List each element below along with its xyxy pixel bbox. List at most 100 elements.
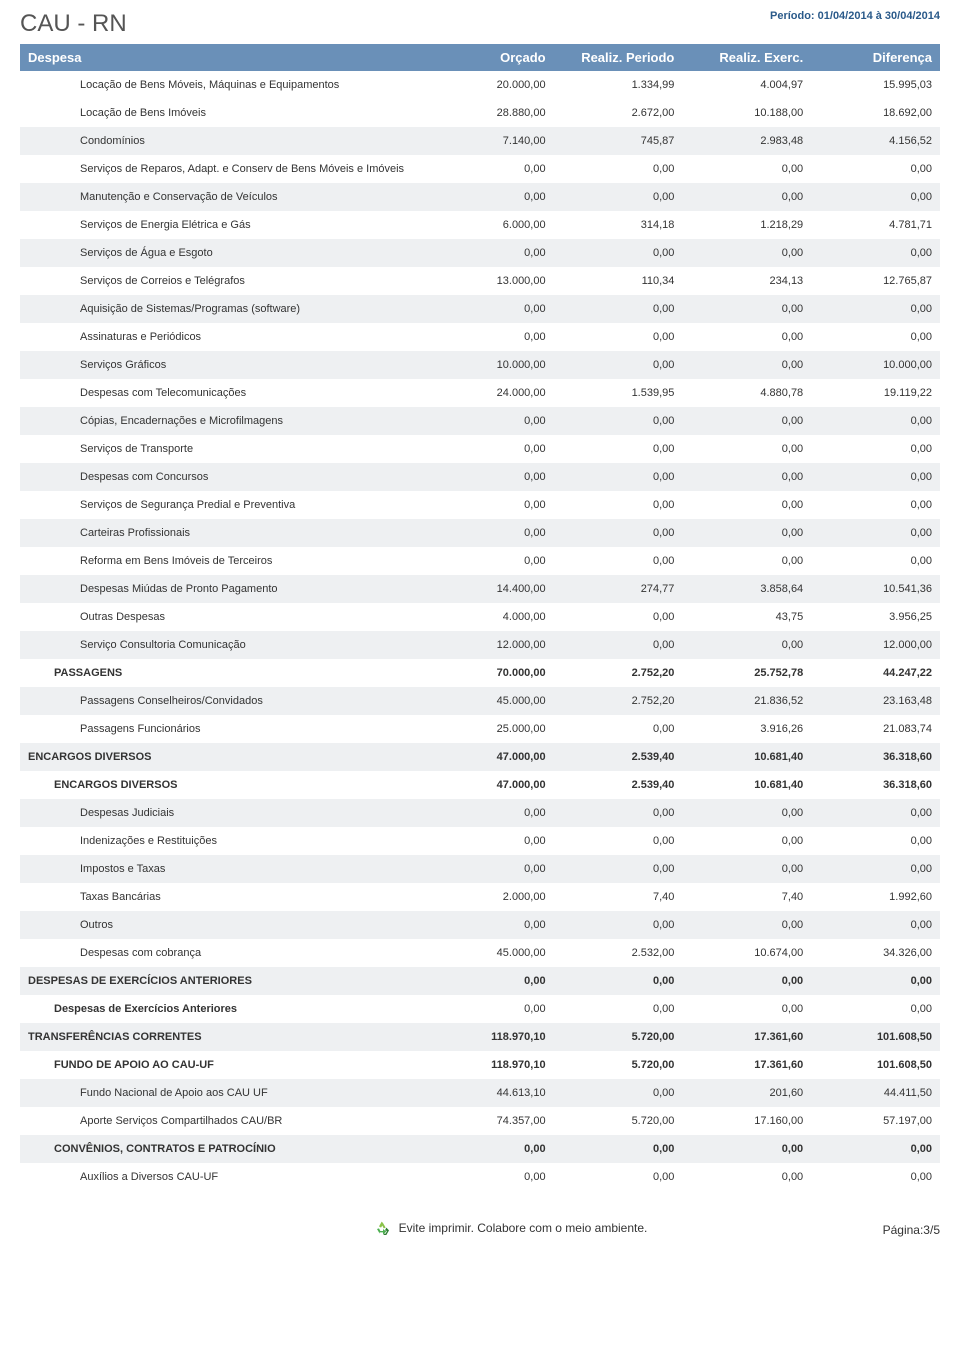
row-label: Serviços de Energia Elétrica e Gás xyxy=(20,211,425,239)
row-label: Passagens Funcionários xyxy=(20,715,425,743)
row-value: 47.000,00 xyxy=(425,743,554,771)
row-value: 5.720,00 xyxy=(554,1051,683,1079)
row-value: 4.004,97 xyxy=(682,71,811,99)
row-label: CONVÊNIOS, CONTRATOS E PATROCÍNIO xyxy=(20,1135,425,1163)
row-value: 0,00 xyxy=(682,995,811,1023)
table-row: Assinaturas e Periódicos0,000,000,000,00 xyxy=(20,323,940,351)
row-value: 234,13 xyxy=(682,267,811,295)
row-label: Locação de Bens Móveis, Máquinas e Equip… xyxy=(20,71,425,99)
row-label: Outros xyxy=(20,911,425,939)
row-label: Serviços de Transporte xyxy=(20,435,425,463)
eco-text: Evite imprimir. Colabore com o meio ambi… xyxy=(399,1221,648,1235)
row-value: 4.880,78 xyxy=(682,379,811,407)
row-label: Despesas com cobrança xyxy=(20,939,425,967)
row-value: 110,34 xyxy=(554,267,683,295)
table-row: Reforma em Bens Imóveis de Terceiros0,00… xyxy=(20,547,940,575)
row-label: Locação de Bens Imóveis xyxy=(20,99,425,127)
row-value: 13.000,00 xyxy=(425,267,554,295)
row-value: 4.000,00 xyxy=(425,603,554,631)
row-value: 12.000,00 xyxy=(425,631,554,659)
row-value: 118.970,10 xyxy=(425,1051,554,1079)
row-value: 0,00 xyxy=(811,995,940,1023)
row-value: 19.119,22 xyxy=(811,379,940,407)
row-value: 1.334,99 xyxy=(554,71,683,99)
row-value: 12.765,87 xyxy=(811,267,940,295)
row-value: 0,00 xyxy=(554,183,683,211)
row-value: 70.000,00 xyxy=(425,659,554,687)
table-row: Outros0,000,000,000,00 xyxy=(20,911,940,939)
row-value: 0,00 xyxy=(811,799,940,827)
row-value: 745,87 xyxy=(554,127,683,155)
row-label: Condomínios xyxy=(20,127,425,155)
row-value: 36.318,60 xyxy=(811,743,940,771)
row-label: TRANSFERÊNCIAS CORRENTES xyxy=(20,1023,425,1051)
row-label: Assinaturas e Periódicos xyxy=(20,323,425,351)
row-value: 44.247,22 xyxy=(811,659,940,687)
row-value: 0,00 xyxy=(425,827,554,855)
table-row: Serviços de Água e Esgoto0,000,000,000,0… xyxy=(20,239,940,267)
table-row: Despesas Judiciais0,000,000,000,00 xyxy=(20,799,940,827)
row-value: 3.858,64 xyxy=(682,575,811,603)
row-value: 57.197,00 xyxy=(811,1107,940,1135)
row-label: Manutenção e Conservação de Veículos xyxy=(20,183,425,211)
row-value: 0,00 xyxy=(811,1135,940,1163)
row-label: Aquisição de Sistemas/Programas (softwar… xyxy=(20,295,425,323)
table-row: Carteiras Profissionais0,000,000,000,00 xyxy=(20,519,940,547)
row-value: 2.672,00 xyxy=(554,99,683,127)
row-value: 101.608,50 xyxy=(811,1023,940,1051)
row-label: FUNDO DE APOIO AO CAU-UF xyxy=(20,1051,425,1079)
row-value: 0,00 xyxy=(425,491,554,519)
table-row: Serviços de Energia Elétrica e Gás6.000,… xyxy=(20,211,940,239)
row-value: 23.163,48 xyxy=(811,687,940,715)
row-value: 0,00 xyxy=(425,519,554,547)
row-value: 0,00 xyxy=(682,491,811,519)
row-value: 0,00 xyxy=(811,323,940,351)
row-value: 0,00 xyxy=(554,995,683,1023)
row-value: 0,00 xyxy=(811,183,940,211)
row-value: 0,00 xyxy=(682,295,811,323)
row-label: Despesas Judiciais xyxy=(20,799,425,827)
table-row: Despesas com cobrança45.000,002.532,0010… xyxy=(20,939,940,967)
row-value: 21.836,52 xyxy=(682,687,811,715)
row-value: 0,00 xyxy=(554,155,683,183)
row-value: 0,00 xyxy=(811,239,940,267)
row-value: 0,00 xyxy=(425,1163,554,1191)
row-label: Carteiras Profissionais xyxy=(20,519,425,547)
row-value: 3.956,25 xyxy=(811,603,940,631)
row-label: Serviços de Segurança Predial e Preventi… xyxy=(20,491,425,519)
row-value: 0,00 xyxy=(425,967,554,995)
row-value: 44.613,10 xyxy=(425,1079,554,1107)
row-value: 25.752,78 xyxy=(682,659,811,687)
row-value: 0,00 xyxy=(425,323,554,351)
row-value: 2.752,20 xyxy=(554,687,683,715)
row-value: 0,00 xyxy=(554,435,683,463)
row-value: 2.983,48 xyxy=(682,127,811,155)
report-footer: Evite imprimir. Colabore com o meio ambi… xyxy=(20,1221,940,1237)
row-value: 0,00 xyxy=(811,911,940,939)
row-value: 0,00 xyxy=(554,239,683,267)
row-value: 12.000,00 xyxy=(811,631,940,659)
row-value: 0,00 xyxy=(682,827,811,855)
row-value: 0,00 xyxy=(682,407,811,435)
row-label: ENCARGOS DIVERSOS xyxy=(20,771,425,799)
row-value: 10.681,40 xyxy=(682,771,811,799)
row-value: 10.188,00 xyxy=(682,99,811,127)
row-value: 34.326,00 xyxy=(811,939,940,967)
row-value: 10.541,36 xyxy=(811,575,940,603)
table-body: Locação de Bens Móveis, Máquinas e Equip… xyxy=(20,71,940,1191)
row-value: 18.692,00 xyxy=(811,99,940,127)
row-value: 0,00 xyxy=(811,295,940,323)
row-value: 0,00 xyxy=(811,967,940,995)
row-value: 0,00 xyxy=(811,407,940,435)
row-label: Passagens Conselheiros/Convidados xyxy=(20,687,425,715)
table-row: Locação de Bens Móveis, Máquinas e Equip… xyxy=(20,71,940,99)
row-value: 0,00 xyxy=(554,827,683,855)
row-value: 2.539,40 xyxy=(554,743,683,771)
row-label: Taxas Bancárias xyxy=(20,883,425,911)
row-label: Serviços Gráficos xyxy=(20,351,425,379)
row-value: 0,00 xyxy=(682,351,811,379)
row-value: 0,00 xyxy=(682,519,811,547)
row-value: 0,00 xyxy=(425,239,554,267)
table-row: Passagens Conselheiros/Convidados45.000,… xyxy=(20,687,940,715)
table-row: Fundo Nacional de Apoio aos CAU UF44.613… xyxy=(20,1079,940,1107)
